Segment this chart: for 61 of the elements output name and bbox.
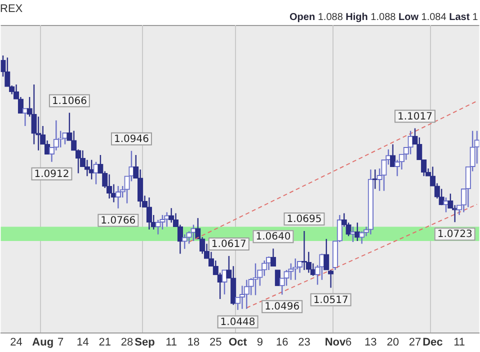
candlestick (168, 208, 174, 224)
x-tick-label: 14 (76, 336, 89, 348)
candlestick (155, 219, 161, 235)
x-tick-label: 27 (408, 336, 422, 348)
candlestick (160, 214, 166, 230)
text: 1.0946 (114, 134, 149, 146)
x-tick-label: 21 (98, 336, 112, 348)
text: 1.0496 (264, 302, 300, 313)
candlestick (244, 279, 250, 310)
text: 1.0448 (220, 317, 256, 328)
x-tick-label: Aug (32, 336, 54, 348)
x-tick-label: Sep (134, 336, 156, 348)
candlestick (137, 168, 144, 208)
candlestick (390, 144, 396, 168)
text: 1.0723 (437, 229, 472, 240)
x-tick-label: 28 (120, 336, 134, 348)
candlestick (319, 253, 325, 280)
x-tick-label: 16 (276, 336, 288, 348)
candlestick (368, 168, 374, 235)
candlestick (324, 238, 330, 270)
x-tick-label: 9 (256, 336, 263, 348)
x-tick-label: 24 (10, 336, 22, 348)
candlestick (358, 230, 365, 244)
candlestick (408, 130, 414, 155)
candlestick (452, 204, 458, 223)
x-tick-label: 25 (210, 336, 222, 348)
x-tick-label: 11 (166, 336, 178, 348)
x-tick-label: 20 (386, 336, 399, 348)
text: 1.0766 (100, 216, 136, 226)
x-tick-label: 7 (58, 336, 64, 348)
x-tick-label: 13 (364, 336, 377, 348)
text: 1.1017 (397, 111, 432, 122)
candlestick (230, 266, 236, 306)
x-tick-label: 18 (187, 336, 200, 348)
text: Open 1.088 High 1.088 Low 1.084 Last 1 (290, 12, 478, 23)
x-tick-label: 6 (345, 336, 352, 348)
x-tick-label: Nov (324, 336, 347, 348)
candlestick (270, 248, 276, 266)
candlestick (182, 234, 188, 250)
candlestick (146, 196, 152, 230)
candlestick (222, 270, 228, 295)
candlestick (292, 258, 298, 280)
text: 1.0640 (256, 232, 291, 243)
candlestick (84, 159, 90, 177)
text: 1.0912 (34, 168, 70, 180)
candlestick (252, 262, 258, 296)
text: 1.0695 (286, 214, 322, 226)
x-tick-label: Oct (228, 336, 248, 348)
text: 1.0617 (211, 239, 246, 250)
candlestick (93, 161, 99, 185)
x-tick-label: 23 (298, 336, 310, 348)
x-tick-label: Dec (422, 336, 443, 348)
candlestick (164, 212, 170, 228)
candlestick (88, 159, 94, 180)
x-tick-label: 11 (454, 336, 465, 348)
candlestick (190, 224, 196, 242)
chart-subtitle: REX (0, 3, 23, 15)
candlestick (53, 120, 59, 152)
candlestick (115, 185, 122, 210)
text: 1.1066 (52, 96, 87, 107)
text: 1.0517 (313, 294, 348, 306)
